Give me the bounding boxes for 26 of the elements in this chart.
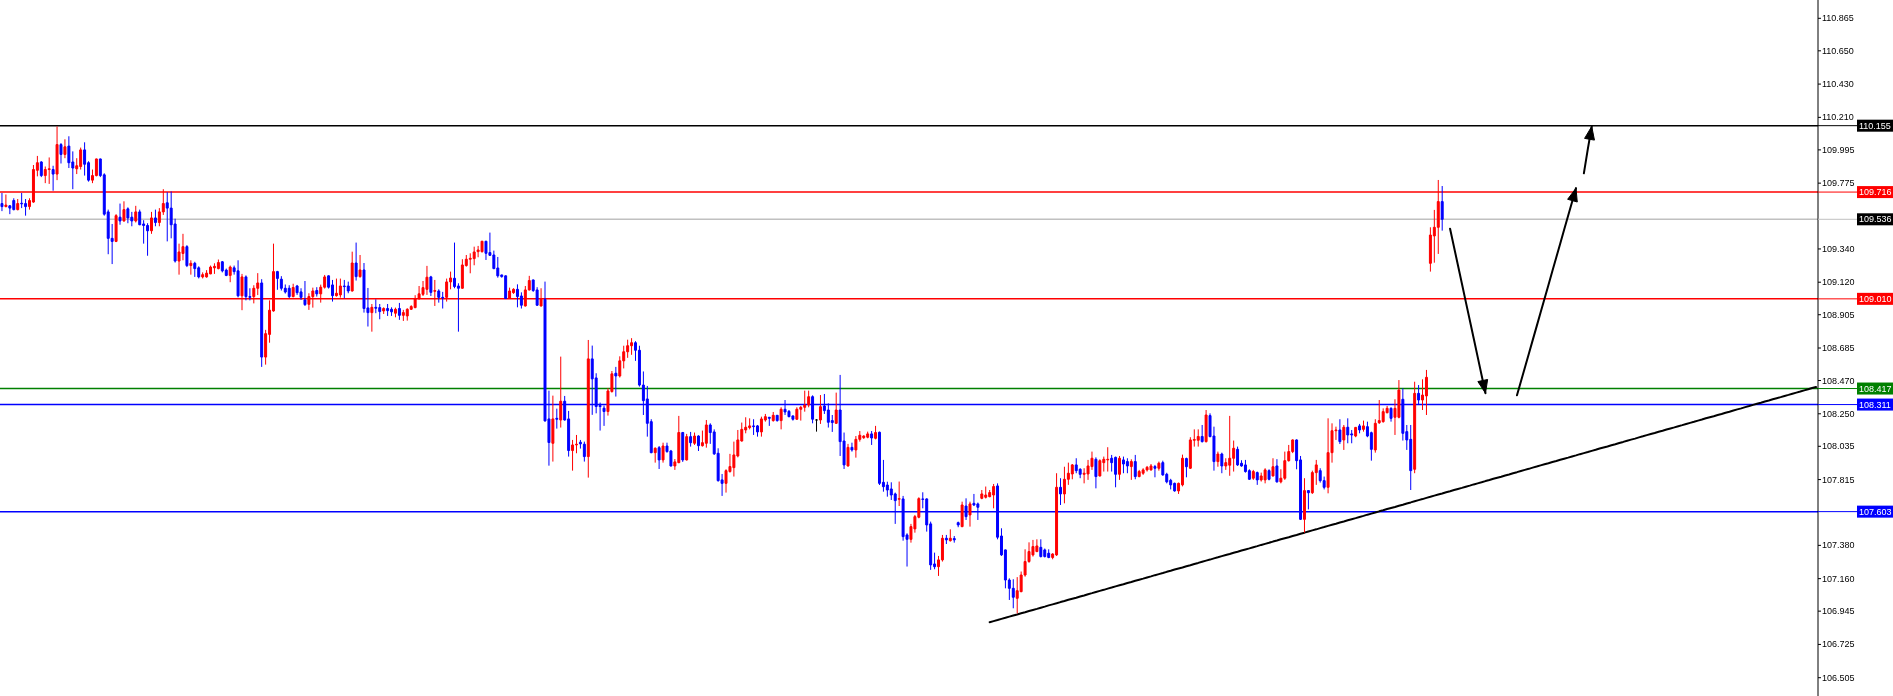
y-tick-label: 108.035 <box>1822 441 1855 452</box>
y-tick-label: 108.685 <box>1822 343 1855 353</box>
y-tick-label: 109.340 <box>1822 243 1855 254</box>
y-tick-label: 109.775 <box>1822 178 1855 189</box>
ref-line-label: 107.603 <box>1859 506 1892 517</box>
ref-line-label: 108.311 <box>1859 399 1891 410</box>
ref-line-label: 109.716 <box>1859 187 1892 198</box>
y-tick-label: 108.905 <box>1822 309 1855 320</box>
y-tick-label: 110.650 <box>1822 45 1854 56</box>
y-tick-label: 110.865 <box>1822 13 1854 24</box>
y-tick-label: 107.160 <box>1822 573 1855 584</box>
ref-line-label: 109.536 <box>1859 214 1892 225</box>
y-tick-label: 107.815 <box>1822 474 1855 485</box>
y-tick-label: 108.250 <box>1822 408 1855 419</box>
y-tick-label: 106.505 <box>1822 672 1855 683</box>
y-tick-label: 106.725 <box>1822 639 1855 650</box>
y-tick-label: 108.470 <box>1822 375 1855 386</box>
y-tick-label: 107.380 <box>1822 540 1855 551</box>
y-tick-label: 110.210 <box>1822 112 1854 123</box>
y-tick-label: 106.945 <box>1822 606 1855 617</box>
ref-line-label: 110.155 <box>1859 120 1891 131</box>
y-tick-label: 109.120 <box>1822 277 1855 288</box>
y-tick-label: 110.430 <box>1822 79 1854 90</box>
ref-line-label: 108.417 <box>1859 383 1892 394</box>
ref-line-label: 109.010 <box>1859 293 1892 304</box>
y-tick-label: 109.995 <box>1822 144 1855 155</box>
